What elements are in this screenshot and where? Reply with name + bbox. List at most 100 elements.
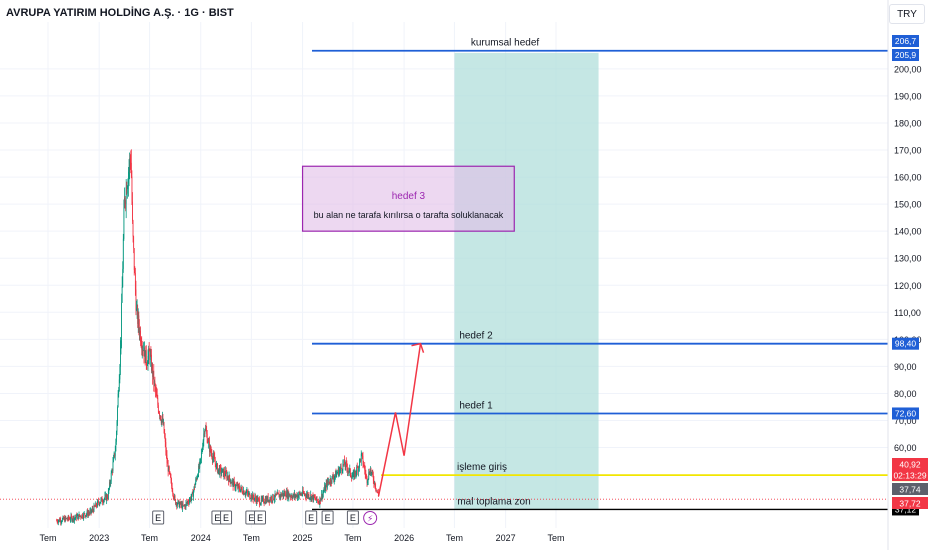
candle-body bbox=[174, 495, 175, 499]
price-tag-bg bbox=[892, 49, 919, 61]
candle-body bbox=[347, 467, 348, 472]
candle-body bbox=[138, 315, 140, 328]
candle-body bbox=[134, 269, 136, 273]
candle-body bbox=[309, 498, 310, 499]
x-tick-label: 2027 bbox=[496, 533, 516, 543]
candle-body bbox=[192, 492, 194, 497]
candle-body bbox=[252, 494, 254, 498]
candle-body bbox=[247, 491, 248, 493]
candle-body bbox=[349, 468, 351, 470]
candle-body bbox=[316, 496, 318, 501]
candle-body bbox=[59, 519, 60, 522]
candle-body bbox=[355, 473, 357, 475]
candle-body bbox=[60, 519, 62, 523]
candle-body bbox=[182, 503, 183, 509]
candle-body bbox=[260, 498, 262, 504]
candle-body bbox=[344, 460, 345, 465]
candle-body bbox=[98, 502, 100, 505]
candle-body bbox=[320, 497, 321, 502]
candle-body bbox=[138, 327, 140, 335]
candle-body bbox=[205, 428, 207, 431]
hedef-3-text: bu alan ne tarafa kırılırsa o tarafta so… bbox=[314, 210, 504, 220]
candle-body bbox=[183, 505, 185, 507]
candle-body bbox=[249, 498, 251, 499]
currency-selector[interactable]: TRY bbox=[889, 4, 925, 24]
candle-body bbox=[136, 309, 137, 311]
earnings-event-label: E bbox=[257, 513, 263, 523]
candle-body bbox=[184, 505, 186, 508]
candle-body bbox=[321, 493, 323, 499]
candle-body bbox=[153, 370, 155, 384]
earnings-event-icon bbox=[152, 510, 165, 525]
candle-body bbox=[216, 464, 218, 465]
candle-body bbox=[351, 476, 352, 479]
candle-body bbox=[314, 497, 316, 500]
candle-body bbox=[193, 491, 194, 497]
candle-body bbox=[74, 517, 75, 521]
candle-body bbox=[155, 390, 157, 392]
candle-body bbox=[209, 446, 211, 452]
candle-body bbox=[117, 393, 119, 407]
candle-body bbox=[322, 492, 324, 494]
candle-body bbox=[326, 480, 328, 488]
candle-body bbox=[312, 494, 314, 501]
candle-body bbox=[87, 511, 89, 516]
earnings-event-label: E bbox=[325, 513, 331, 523]
candle-body bbox=[79, 515, 81, 517]
candle-body bbox=[189, 500, 190, 504]
candle-body bbox=[259, 504, 261, 506]
candle-body bbox=[110, 481, 112, 484]
price-tag-text: 02:13:29 bbox=[893, 471, 926, 481]
candle-body bbox=[129, 158, 131, 161]
candle-body bbox=[364, 466, 366, 471]
arrow-head bbox=[411, 342, 425, 353]
candle-body bbox=[307, 493, 309, 497]
candle-body bbox=[57, 521, 59, 523]
candle-body bbox=[132, 201, 133, 222]
candle-body bbox=[357, 466, 359, 472]
candle-body bbox=[268, 499, 270, 502]
candle-body bbox=[180, 502, 182, 506]
price-tag-bg bbox=[892, 497, 928, 509]
candle-body bbox=[310, 494, 312, 500]
candle-body bbox=[262, 497, 264, 499]
candle-body bbox=[92, 508, 94, 510]
candle-body bbox=[230, 482, 232, 484]
candle-body bbox=[147, 355, 149, 365]
candle-body bbox=[146, 364, 148, 366]
candle-body bbox=[149, 351, 151, 360]
candle-body bbox=[289, 495, 291, 497]
candle-body bbox=[309, 497, 311, 499]
candle-body bbox=[66, 518, 68, 520]
candle-body bbox=[160, 419, 162, 423]
candle-body bbox=[72, 519, 74, 521]
candle-body bbox=[212, 457, 214, 461]
candle-body bbox=[369, 474, 371, 475]
candle-body bbox=[232, 480, 234, 487]
candle-body bbox=[87, 513, 89, 516]
candle-body bbox=[244, 494, 245, 495]
candle-body bbox=[89, 510, 91, 514]
candle-body bbox=[159, 415, 161, 417]
candle-body bbox=[297, 494, 299, 498]
candle-body bbox=[79, 514, 81, 516]
candle-body bbox=[375, 488, 377, 491]
candle-body bbox=[118, 379, 120, 391]
candle-body bbox=[306, 495, 308, 498]
candle-body bbox=[347, 471, 349, 472]
candle-body bbox=[128, 167, 130, 172]
candle-body bbox=[213, 454, 214, 458]
candle-body bbox=[340, 466, 341, 469]
candle-body bbox=[254, 496, 256, 499]
candle-body bbox=[141, 345, 143, 350]
candle-body bbox=[125, 187, 127, 204]
candle-body bbox=[116, 421, 118, 432]
earnings-event-label: E bbox=[308, 513, 314, 523]
candle-body bbox=[272, 494, 274, 500]
candle-body bbox=[172, 491, 174, 494]
candle-body bbox=[302, 490, 304, 495]
candle-body bbox=[116, 431, 117, 442]
candle-body bbox=[156, 391, 158, 396]
candle-body bbox=[105, 494, 106, 496]
